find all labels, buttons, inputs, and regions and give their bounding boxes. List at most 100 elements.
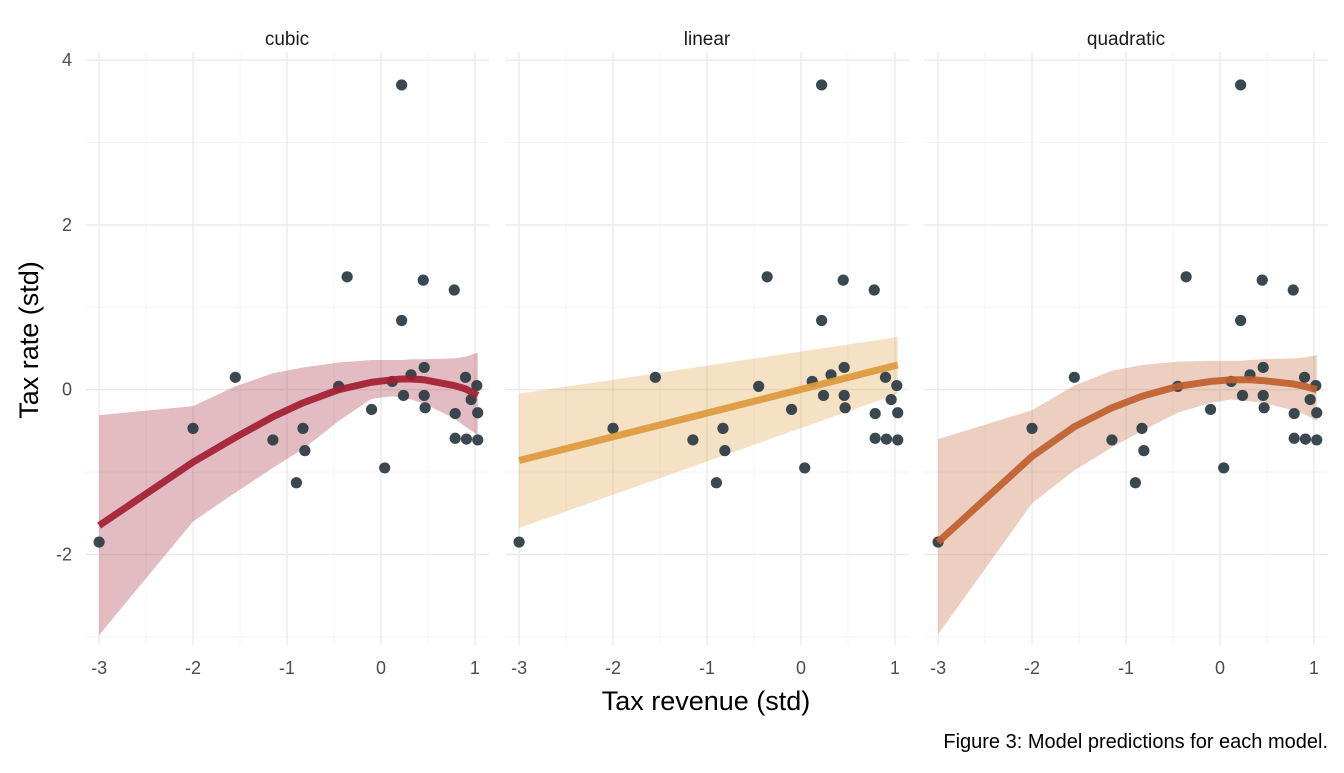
y-tick-label: 4 [62,50,72,70]
facet-label: quadratic [1087,29,1165,50]
data-point [1298,371,1311,383]
data-point [837,274,849,286]
data-point [417,274,429,286]
data-point [717,422,729,434]
data-point [687,434,699,446]
facet-label: cubic [265,29,309,50]
data-point [1304,393,1316,406]
data-point [1288,432,1300,444]
data-point [460,433,473,445]
data-point [816,314,828,327]
data-point [1288,407,1300,420]
data-point [1026,422,1038,434]
data-point [1235,314,1247,327]
data-point [1257,361,1269,374]
data-point [885,393,897,406]
data-point [1068,371,1080,383]
data-point [341,271,353,283]
data-point [449,407,461,420]
data-point [396,314,408,327]
x-tick-label: -1 [279,658,295,678]
y-axis-title: Tax rate (std) [14,261,44,419]
data-point [649,371,661,383]
data-point [1311,434,1323,446]
y-tick-label: 2 [62,215,72,235]
data-point [1287,284,1299,296]
data-point [869,407,881,420]
data-point [1299,433,1312,445]
data-point [761,271,773,283]
data-point [229,371,241,383]
x-tick-label: 1 [470,658,480,678]
data-point [471,379,483,392]
data-point [1258,402,1270,414]
data-point [396,79,408,91]
data-point [1204,403,1217,416]
confidence-band [519,336,898,529]
x-tick-label: 0 [796,658,806,678]
data-point [891,379,903,392]
data-point [869,432,881,444]
x-tick-label: -2 [1024,658,1040,678]
data-point [459,371,472,383]
data-point [449,432,461,444]
x-tick-label: -3 [91,658,107,678]
data-points [93,79,484,548]
data-point [290,477,302,489]
data-point [753,380,765,392]
x-tick-label: -1 [699,658,715,678]
panel-grid [85,52,489,645]
data-point [1256,274,1268,286]
data-point [1129,477,1141,489]
panel-quadratic: quadratic -3 -2 -1 0 1 [924,29,1328,678]
data-point [397,389,410,402]
data-point [267,434,279,446]
x-tick-label: 1 [890,658,900,678]
x-tick-label: 0 [376,658,386,678]
data-point [418,361,430,374]
data-point [1138,445,1150,457]
data-point [448,284,460,296]
y-tick-label: -2 [56,544,72,564]
data-point [892,407,904,419]
x-tick-label: 0 [1215,658,1225,678]
x-tick-label: -1 [1118,658,1134,678]
data-points [513,79,904,548]
data-point [419,402,431,414]
data-point [472,407,484,419]
data-point [710,477,722,489]
data-point [839,402,851,414]
data-point [816,79,828,91]
data-point [1106,434,1118,446]
data-point [1235,79,1247,91]
data-point [607,422,619,434]
panel-grid [924,52,1328,645]
data-point [299,445,311,457]
data-point [838,389,850,402]
x-tick-label: 1 [1309,658,1319,678]
data-point [418,389,430,402]
data-point [513,536,525,548]
data-point [1180,271,1192,283]
panel-linear: linear -3 -2 -1 0 1 [505,29,909,678]
panel-grid [505,52,909,645]
prediction-line [97,375,480,529]
y-tick-label: 0 [62,380,72,400]
data-point [1218,462,1230,474]
data-point [880,433,893,445]
data-point [799,462,811,474]
data-point [719,445,731,457]
prediction-line [935,376,1318,545]
facet-label: linear [684,29,731,50]
x-tick-label: -2 [185,658,201,678]
x-tick-label: -3 [511,658,527,678]
panels-layer: cubic -3 -2 -1 0 1 linear -3 -2 -1 0 1 quadratic -3 -2… [85,29,1328,678]
panel-cubic: cubic -3 -2 -1 0 1 [85,29,489,678]
data-point [93,536,105,548]
x-tick-label: -2 [605,658,621,678]
data-point [817,389,830,402]
data-point [785,403,798,416]
prediction-line [518,361,899,464]
